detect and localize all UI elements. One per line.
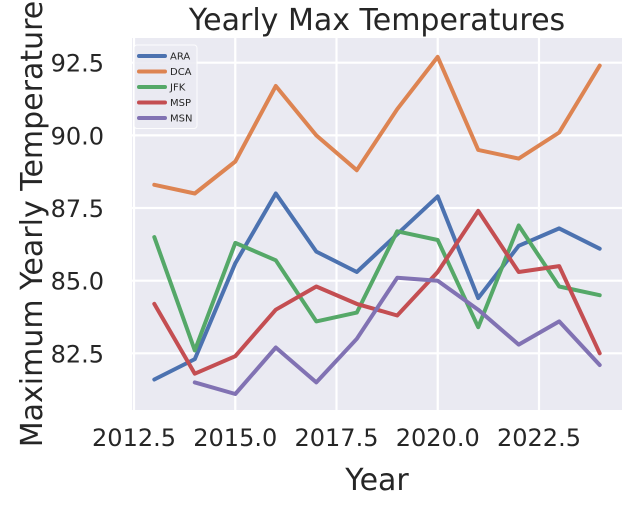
series-line-msn: [192, 275, 602, 396]
series-layer: [152, 54, 602, 396]
x-tick-label: 2020.0: [396, 424, 480, 452]
series-line-dca: [152, 54, 602, 196]
y-tick-label: 87.5: [51, 195, 104, 223]
x-tick-label: 2015.0: [193, 424, 277, 452]
y-tick-label: 85.0: [51, 268, 104, 296]
series-line-ara: [152, 191, 602, 382]
legend-label: MSP: [170, 98, 191, 109]
x-tick-label: 2022.5: [497, 424, 581, 452]
legend-label: DCA: [170, 67, 192, 78]
y-tick-label: 90.0: [51, 122, 104, 150]
x-axis-label: Year: [344, 463, 409, 498]
x-axis-ticks: 2012.5 2015.0 2017.5 2020.0 2022.5: [92, 424, 581, 452]
y-axis-label: Maximum Yearly Temperature: [15, 1, 50, 448]
chart-title: Yearly Max Temperatures: [188, 3, 565, 38]
plot-area: [132, 38, 622, 410]
legend-label: MSN: [170, 114, 192, 125]
y-axis-ticks: 82.5 85.0 87.5 90.0 92.5: [51, 50, 104, 369]
y-grid: [132, 61, 622, 355]
legend-label: ARA: [170, 52, 190, 63]
legend-label: JFK: [169, 83, 186, 94]
legend: ARA DCA JFK MSP MSN: [133, 44, 198, 129]
series-line-jfk: [152, 223, 602, 353]
y-tick-label: 92.5: [51, 50, 104, 78]
y-tick-label: 82.5: [51, 340, 104, 368]
x-tick-label: 2017.5: [295, 424, 379, 452]
x-tick-label: 2012.5: [92, 424, 176, 452]
